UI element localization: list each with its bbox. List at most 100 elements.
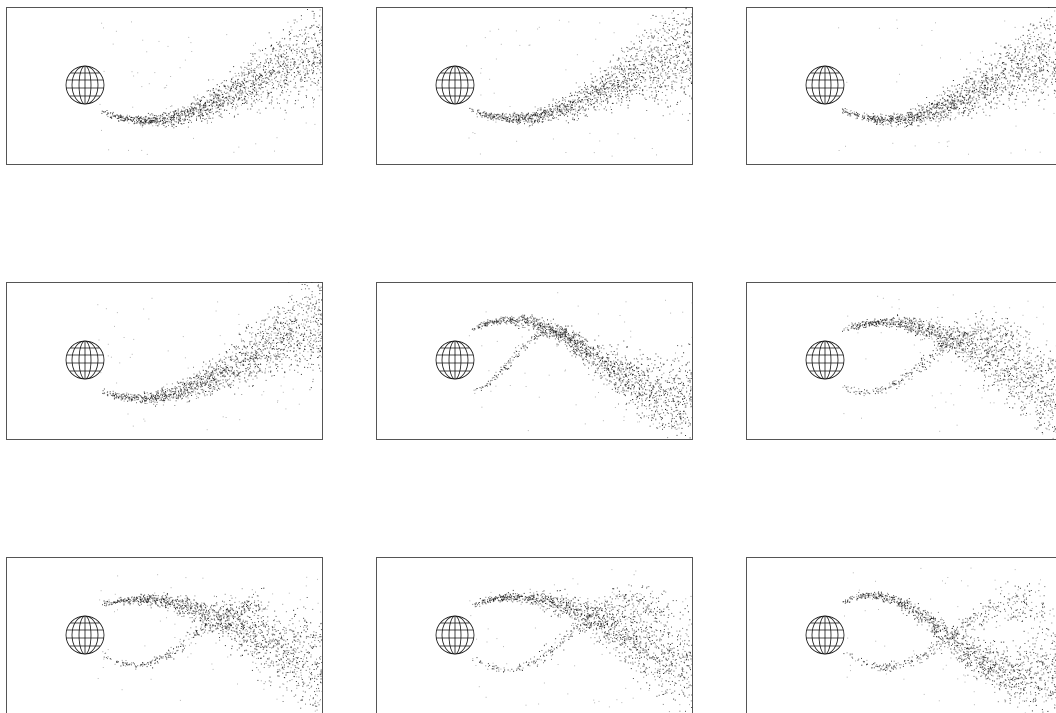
particle [632, 58, 633, 59]
particle [239, 75, 240, 76]
particle [582, 106, 583, 107]
particle [703, 28, 704, 29]
particle [563, 114, 564, 115]
particle [237, 81, 238, 82]
particle [260, 88, 261, 89]
particle [699, 41, 700, 42]
particle [555, 102, 556, 103]
particle [192, 103, 193, 104]
particle [889, 121, 890, 122]
particle [622, 99, 623, 100]
particle [959, 114, 960, 115]
particle [281, 87, 282, 88]
particle [666, 75, 667, 76]
particle [673, 45, 674, 46]
particle [308, 61, 309, 62]
particle [274, 78, 275, 79]
particle [587, 92, 588, 93]
particle [1051, 66, 1052, 67]
particle [599, 109, 600, 110]
particle [519, 118, 520, 119]
particle [170, 123, 171, 124]
particle [147, 122, 148, 123]
particle [314, 57, 315, 58]
particle [634, 73, 635, 74]
particle [554, 117, 555, 118]
particle [255, 43, 256, 44]
particle [570, 106, 571, 107]
particle [689, 4, 690, 5]
particle [293, 45, 294, 46]
particle [656, 71, 657, 72]
particle [602, 90, 603, 91]
particle [524, 123, 525, 124]
particle [1028, 78, 1029, 79]
particle [676, 75, 677, 76]
particle [1034, 72, 1035, 73]
particle [611, 93, 612, 94]
particle [118, 115, 119, 116]
particle [596, 101, 597, 102]
particle [616, 89, 617, 90]
particle [606, 70, 607, 71]
panel [747, 0, 1056, 165]
particle [1055, 42, 1056, 43]
particle [323, 57, 324, 58]
particle [1047, 86, 1048, 87]
particle [200, 110, 201, 111]
particle [598, 88, 599, 89]
particle [921, 105, 922, 106]
particle [957, 97, 958, 98]
particle [666, 41, 667, 42]
particle [256, 99, 257, 100]
particle [517, 122, 518, 123]
particle [299, 72, 300, 73]
particle [214, 97, 215, 98]
particle [526, 115, 527, 116]
particle [584, 110, 585, 111]
particle [917, 118, 918, 119]
particle [587, 86, 588, 87]
particle [210, 96, 211, 97]
particle [671, 36, 672, 37]
particle [252, 54, 253, 55]
particle [697, 37, 698, 38]
particle [921, 120, 922, 121]
particle [219, 99, 220, 100]
particle [474, 133, 475, 134]
particle [207, 102, 208, 103]
particle [271, 60, 272, 61]
particle [618, 82, 619, 83]
particle [696, 32, 697, 33]
particle [244, 80, 245, 81]
particle [273, 87, 274, 88]
particle [570, 101, 571, 102]
particle [607, 75, 608, 76]
particle [222, 117, 223, 118]
particle [259, 109, 260, 110]
particle [685, 54, 686, 55]
particle [1025, 66, 1026, 67]
particle [261, 81, 262, 82]
particle [614, 32, 615, 33]
particle [659, 22, 660, 23]
particle [1028, 63, 1029, 64]
particle [962, 88, 963, 89]
particle [257, 75, 258, 76]
particle [1005, 87, 1006, 88]
particle [565, 152, 566, 153]
particle [330, 68, 331, 69]
particle [1016, 67, 1017, 68]
particle [651, 35, 652, 36]
particle [253, 83, 254, 84]
particle [266, 74, 267, 75]
particle [320, 54, 321, 55]
particle [218, 95, 219, 96]
particle [943, 102, 944, 103]
particle [999, 79, 1000, 80]
particle [553, 111, 554, 112]
particle [1038, 100, 1039, 101]
particle [273, 67, 274, 68]
particle [320, 77, 321, 78]
particle [619, 58, 620, 59]
